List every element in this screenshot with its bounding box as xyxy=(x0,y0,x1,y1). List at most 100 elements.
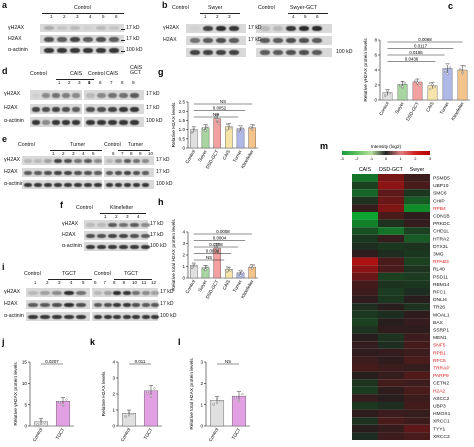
heatmap-cell xyxy=(404,234,430,243)
panel-a-band xyxy=(44,36,54,42)
heatmap-cell xyxy=(352,341,378,349)
panel-i-group-underline xyxy=(48,279,92,280)
panel-d-band xyxy=(97,119,106,125)
data-point xyxy=(239,125,242,128)
panel-a-blot-strip xyxy=(40,24,124,32)
heatmap-cell xyxy=(404,318,430,326)
panel-a-band xyxy=(96,36,106,42)
panel-e-band xyxy=(94,158,102,163)
panel-d-group-label: CAIS xyxy=(106,71,119,77)
y-tick-label: 1 xyxy=(200,402,203,407)
panel-b-group-label: Swyer xyxy=(208,5,223,11)
heatmap-row-label: HTRA2 xyxy=(433,236,449,242)
heatmap-cell xyxy=(352,196,378,205)
panel-e-band xyxy=(74,170,82,175)
heatmap-cell xyxy=(352,204,378,212)
panel-b-band xyxy=(216,38,226,43)
panel-e-blot-strip xyxy=(22,180,102,189)
y-tick-label: 0.5 xyxy=(179,136,186,141)
heatmap-cell xyxy=(352,417,378,425)
panel-e-band xyxy=(94,182,102,187)
panel-i-band xyxy=(28,290,38,295)
y-axis-label: Relative γH2AX protein levels xyxy=(363,38,369,102)
heatmap-cell xyxy=(352,424,378,433)
panel-f-band xyxy=(108,233,117,238)
panel-e-band xyxy=(74,158,82,163)
panel-i-group-underline xyxy=(114,279,152,280)
panel-a-band xyxy=(83,26,93,30)
heatmap-cell xyxy=(352,280,378,288)
category-label: Control xyxy=(32,427,44,442)
panel-e-row-label: γH2AX xyxy=(4,157,21,163)
panel-a-kd-tick xyxy=(121,29,125,30)
heatmap-cell xyxy=(404,288,430,296)
heatmap-cell xyxy=(404,174,430,182)
heatmap-cell xyxy=(378,417,404,425)
panel-e-band xyxy=(34,182,42,187)
heatmap-cell xyxy=(352,288,378,296)
panel-i-row-label: H2AX xyxy=(4,301,18,307)
y-axis-label: Relative H2AX levels xyxy=(101,371,107,416)
heatmap-row-label: SSRP1 xyxy=(433,327,449,333)
panel-d-band xyxy=(52,92,60,98)
y-tick-label: 15 xyxy=(22,360,28,365)
panel-i-lane-number: 8 xyxy=(113,280,116,285)
y-tick-label: 10 xyxy=(22,381,28,386)
heatmap-cell xyxy=(378,326,404,334)
heatmap-cell xyxy=(352,394,378,402)
panel-b-band xyxy=(190,26,200,31)
panel-i-band xyxy=(122,314,131,319)
panel-e-band xyxy=(142,182,149,187)
heatmap-cell xyxy=(352,181,378,190)
heatmap-cell xyxy=(352,409,378,418)
panel-e-band xyxy=(124,182,131,187)
heatmap-row-label: TR26 xyxy=(433,305,445,311)
heatmap-cell xyxy=(378,424,404,433)
panel-f-row-label: γH2AX xyxy=(62,221,79,227)
panel-f-band xyxy=(141,233,150,238)
y-tick-label: 2 xyxy=(200,381,203,386)
category-label: Klinefelter xyxy=(450,101,465,122)
heatmap-row-label: SMC6 xyxy=(433,191,447,197)
data-point xyxy=(252,124,256,127)
heatmap-row-label: SNF5 xyxy=(433,343,446,349)
panel-d-lane-number: 5 xyxy=(88,80,91,85)
panel-e-band xyxy=(34,158,42,163)
panel-a-kd-tick xyxy=(121,51,125,52)
panel-i-band xyxy=(132,314,140,319)
panel-d-band xyxy=(62,119,70,125)
data-point xyxy=(204,268,207,271)
heatmap-cell xyxy=(404,257,430,266)
data-point xyxy=(65,398,68,401)
data-point xyxy=(190,266,194,269)
category-label: Turner xyxy=(232,149,243,163)
panel-b-band xyxy=(286,26,296,31)
panel-i-kd-label: 100 kD xyxy=(160,313,177,319)
panel-d-band xyxy=(97,92,106,98)
data-point xyxy=(386,89,389,92)
y-tick-label: 3 xyxy=(182,241,185,246)
panel-i-band xyxy=(103,302,112,307)
heatmap-cell xyxy=(352,227,378,235)
heatmap-cell xyxy=(352,303,378,311)
panel-d-band xyxy=(42,106,50,112)
panel-e-band xyxy=(44,182,52,187)
data-point xyxy=(252,264,256,267)
y-tick-label: 1 xyxy=(112,408,115,413)
panel-label-h: h xyxy=(158,197,164,207)
panel-f-lane-number: 1 xyxy=(104,214,107,219)
panel-d-lane-number: 2 xyxy=(68,80,71,85)
heatmap-cell xyxy=(378,356,404,364)
y-axis-label: Relative total H2AX protein levels xyxy=(189,358,195,430)
heatmap-cell xyxy=(378,219,404,228)
panel-i-group-label: Control xyxy=(94,271,111,277)
panel-i-row-label: α-actinin xyxy=(4,313,24,319)
legend-title: Intensity (log2) xyxy=(371,144,402,149)
heatmap-m: m Intensity (log2) -3 -2 -1 0 1 2 3 CAIS DSD-GCT Sw… xyxy=(320,141,451,440)
heatmap-row-label: MEN1 xyxy=(433,335,447,341)
panel-f-band xyxy=(108,222,117,227)
category-label: Control xyxy=(120,427,132,442)
panel-i-band xyxy=(94,302,102,307)
